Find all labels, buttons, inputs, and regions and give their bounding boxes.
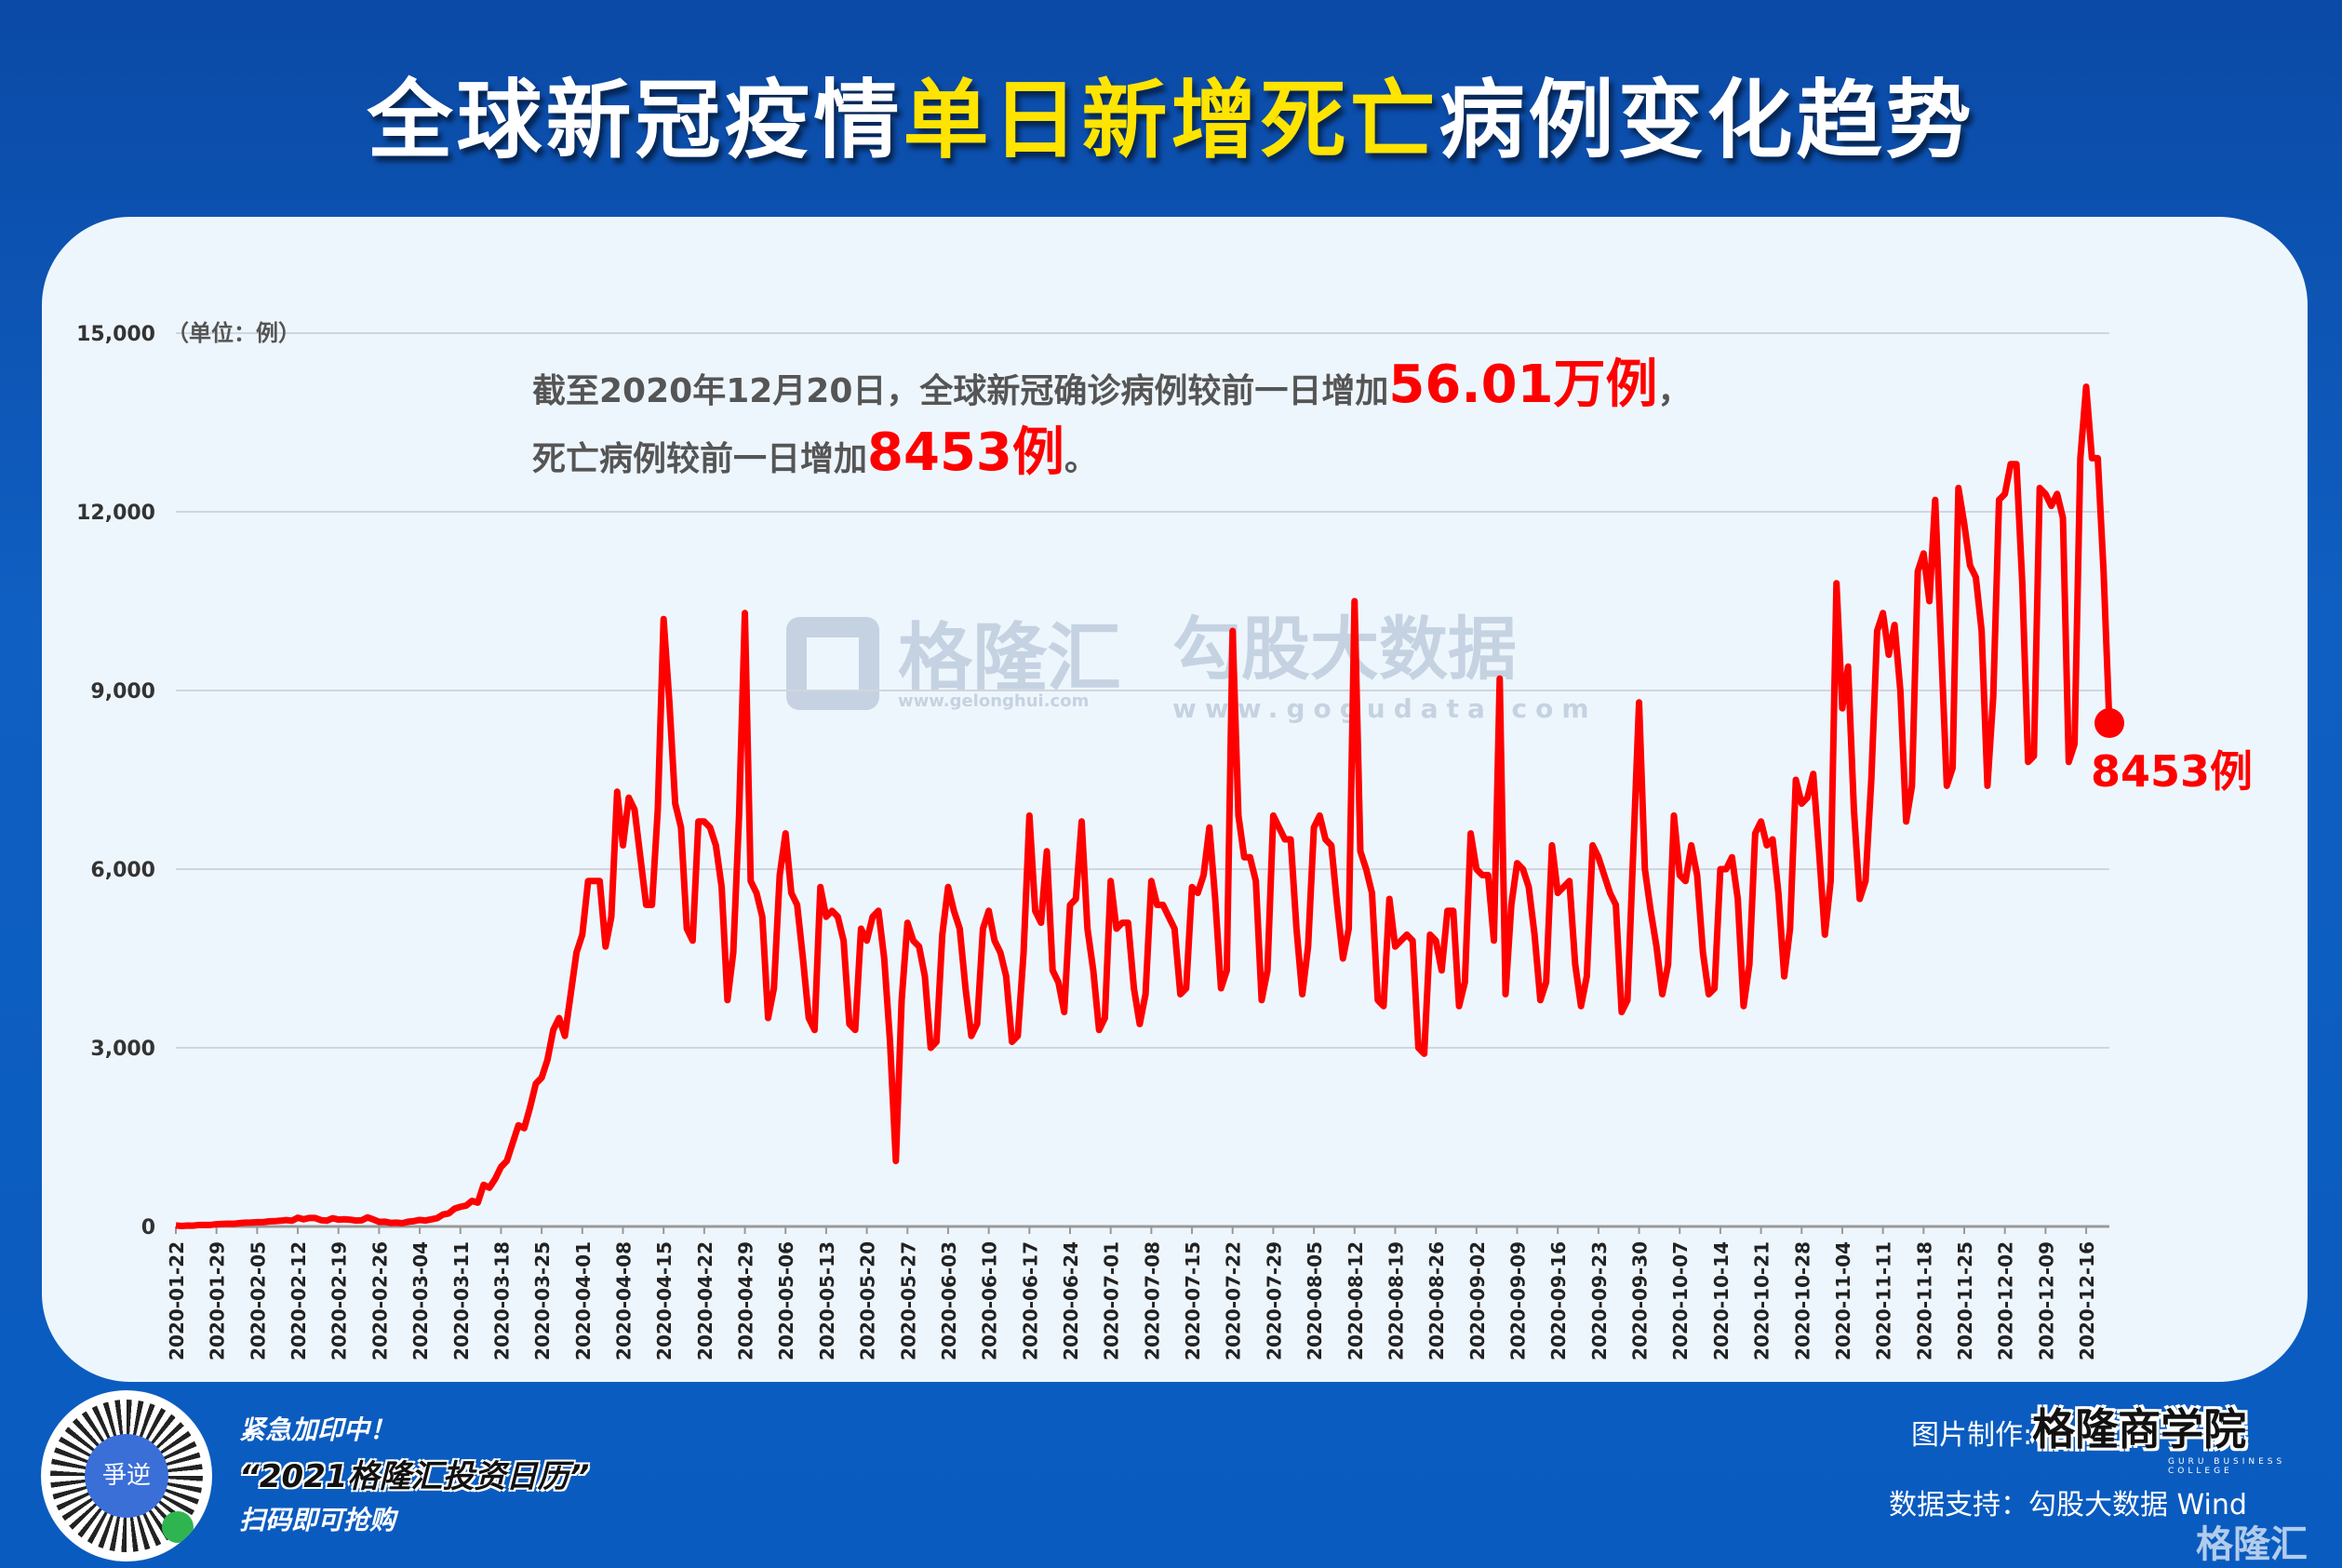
x-tick-label: 2020-04-29 [735, 1241, 757, 1360]
x-tick-label: 2020-06-17 [1019, 1241, 1041, 1360]
x-tick-label: 2020-09-23 [1588, 1241, 1611, 1360]
x-tick-label: 2020-05-27 [897, 1241, 919, 1360]
x-tick-label: 2020-08-12 [1345, 1241, 1367, 1360]
x-tick-label: 2020-11-11 [1873, 1241, 1895, 1360]
page-title: 全球新冠疫情单日新增死亡病例变化趋势 [0, 51, 2342, 175]
x-tick-label: 2020-11-04 [1832, 1241, 1854, 1360]
x-tick-label: 2020-08-05 [1304, 1241, 1326, 1360]
x-tick-label: 2020-07-22 [1223, 1241, 1245, 1360]
x-tick-label: 2020-08-19 [1385, 1241, 1407, 1360]
line-chart: 0 3,000 6,000 9,000 12,000 15,000 （单位：例） 2020-0… [76, 320, 2253, 1360]
x-tick-label: 2020-06-03 [938, 1241, 960, 1360]
title-part1: 全球新冠疫情 [367, 71, 903, 170]
title-highlight: 单日新增死亡 [903, 71, 1439, 170]
y-tick-label: 15,000 [76, 323, 155, 346]
y-tick-label: 6,000 [90, 859, 155, 882]
guru-logo: 格隆商学院 [2032, 1404, 2247, 1454]
x-tick-label: 2020-08-26 [1425, 1241, 1448, 1360]
x-tick-label: 2020-11-25 [1954, 1241, 1976, 1360]
x-tick-label: 2020-09-09 [1506, 1241, 1529, 1360]
x-tick-label: 2020-05-06 [775, 1241, 797, 1360]
x-tick-label: 2020-07-08 [1141, 1241, 1163, 1360]
x-tick-label: 2020-10-21 [1751, 1241, 1773, 1360]
series-line [175, 383, 2113, 1229]
annotation: 截至2020年12月20日，全球新冠确诊病例较前一日增加56.01万例， 死亡病… [532, 355, 1692, 483]
x-tick-label: 2020-04-01 [572, 1241, 595, 1360]
x-tick-label: 2020-10-28 [1791, 1241, 1813, 1360]
end-point [2094, 708, 2124, 739]
x-tick-label: 2020-11-18 [1913, 1241, 1935, 1360]
x-tick-label: 2020-03-04 [409, 1241, 432, 1360]
x-tick-label: 2020-06-24 [1060, 1241, 1082, 1360]
x-tick-label: 2020-12-02 [1995, 1241, 2017, 1360]
y-tick-label: 3,000 [90, 1038, 155, 1061]
x-tick-label: 2020-07-29 [1263, 1241, 1285, 1360]
x-tick-label: 2020-03-18 [490, 1241, 513, 1360]
qr-code[interactable]: 爭逆 [41, 1390, 212, 1561]
end-label: 8453例 [2091, 746, 2253, 797]
x-tick-label: 2020-10-14 [1710, 1241, 1733, 1360]
x-tick-label: 2020-01-22 [166, 1241, 188, 1360]
x-tick-label: 2020-02-12 [288, 1241, 310, 1360]
x-tick-label: 2020-03-25 [531, 1241, 554, 1360]
y-tick-label: 0 [141, 1216, 155, 1240]
x-tick-label: 2020-04-15 [653, 1241, 676, 1360]
death-value: 8453例 [867, 422, 1064, 483]
x-tick-label: 2020-04-08 [612, 1241, 635, 1360]
confirmed-value: 56.01万例 [1388, 355, 1658, 415]
unit-label: （单位：例） [167, 320, 301, 346]
y-tick-label: 9,000 [90, 680, 155, 704]
x-tick-label: 2020-03-11 [450, 1241, 473, 1360]
x-tick-label: 2020-05-13 [816, 1241, 838, 1360]
credits: 图片制作:格隆商学院 GURU BUSINESS COLLEGE 数据支持：勾股… [1889, 1404, 2286, 1521]
x-tick-label: 2020-09-02 [1466, 1241, 1489, 1360]
x-tick-label: 2020-02-26 [368, 1241, 391, 1360]
promo-text: 紧急加印中！ “2021格隆汇投资日历” 扫码即可抢购 [239, 1414, 590, 1535]
x-tick-label: 2020-09-16 [1547, 1241, 1570, 1360]
x-tick-label: 2020-02-19 [328, 1241, 351, 1360]
x-tick-label: 2020-05-20 [857, 1241, 879, 1360]
x-tick-label: 2020-07-15 [1182, 1241, 1204, 1360]
chart-panel: 格隆汇 www.gelonghui.com 勾股大数据 www.gogudata.c… [42, 217, 2308, 1382]
x-tick-label: 2020-04-22 [694, 1241, 716, 1360]
x-tick-label: 2020-06-10 [979, 1241, 1001, 1360]
y-tick-label: 12,000 [76, 502, 155, 525]
gelonghui-logo-icon [786, 617, 879, 711]
miniprogram-icon [162, 1511, 194, 1543]
watermark-gelonghui: 格隆汇 www.gelonghui.com [786, 598, 1121, 711]
corner-logo: 格隆汇 [2196, 1523, 2308, 1566]
x-tick-label: 2020-01-29 [207, 1241, 229, 1360]
title-part2: 病例变化趋势 [1439, 71, 1975, 170]
x-tick-label: 2020-12-16 [2076, 1241, 2098, 1360]
x-tick-label: 2020-02-05 [247, 1241, 269, 1360]
x-tick-label: 2020-12-09 [2035, 1241, 2057, 1360]
x-tick-label: 2020-10-07 [1669, 1241, 1692, 1360]
x-tick-label: 2020-09-30 [1629, 1241, 1652, 1360]
x-tick-label: 2020-07-01 [1101, 1241, 1123, 1360]
